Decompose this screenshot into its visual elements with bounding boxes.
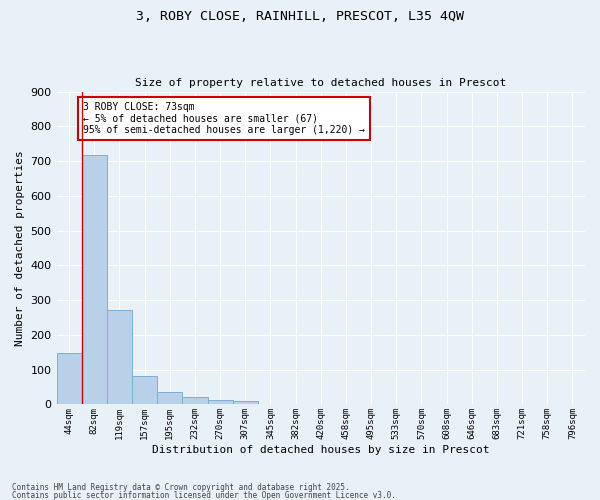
Bar — [233, 401, 258, 404]
Bar — [56, 353, 82, 405]
Y-axis label: Number of detached properties: Number of detached properties — [15, 150, 25, 346]
Text: 3, ROBY CLOSE, RAINHILL, PRESCOT, L35 4QW: 3, ROBY CLOSE, RAINHILL, PRESCOT, L35 4Q… — [136, 10, 464, 23]
Bar — [107, 310, 132, 404]
Bar — [157, 392, 182, 404]
Bar — [182, 397, 208, 404]
Text: Contains public sector information licensed under the Open Government Licence v3: Contains public sector information licen… — [12, 490, 396, 500]
Text: Contains HM Land Registry data © Crown copyright and database right 2025.: Contains HM Land Registry data © Crown c… — [12, 484, 350, 492]
Bar — [132, 376, 157, 404]
Bar — [208, 400, 233, 404]
Bar — [82, 155, 107, 404]
Title: Size of property relative to detached houses in Prescot: Size of property relative to detached ho… — [135, 78, 506, 88]
Text: 3 ROBY CLOSE: 73sqm
← 5% of detached houses are smaller (67)
95% of semi-detache: 3 ROBY CLOSE: 73sqm ← 5% of detached hou… — [83, 102, 365, 135]
X-axis label: Distribution of detached houses by size in Prescot: Distribution of detached houses by size … — [152, 445, 490, 455]
